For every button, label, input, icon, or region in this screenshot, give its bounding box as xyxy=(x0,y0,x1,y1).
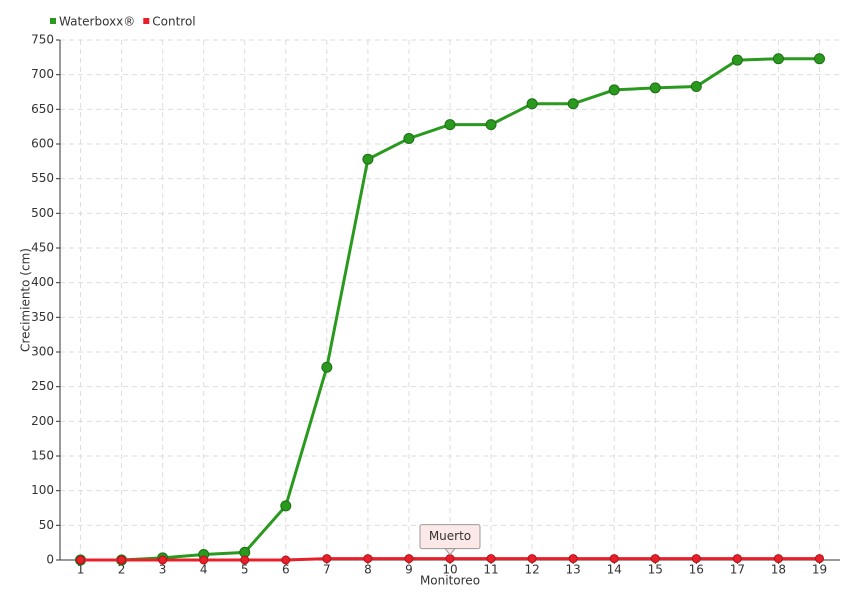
data-point xyxy=(608,84,620,96)
data-point xyxy=(321,361,333,373)
data-point xyxy=(117,555,127,565)
data-point xyxy=(322,554,332,564)
y-tick-label: 750 xyxy=(31,33,54,47)
legend-swatch xyxy=(50,18,56,24)
y-tick-label: 0 xyxy=(46,553,54,567)
annotation-pointer xyxy=(443,548,457,556)
y-tick-label: 700 xyxy=(31,67,54,81)
x-tick-label: 14 xyxy=(607,563,622,577)
x-tick-label: 8 xyxy=(364,563,372,577)
y-tick-label: 250 xyxy=(31,379,54,393)
x-tick-label: 9 xyxy=(405,563,413,577)
data-point xyxy=(772,53,784,65)
x-tick-label: 2 xyxy=(118,563,126,577)
data-point xyxy=(609,554,619,564)
data-point xyxy=(650,554,660,564)
y-tick-label: 550 xyxy=(31,171,54,185)
data-point xyxy=(568,554,578,564)
x-tick-label: 5 xyxy=(241,563,249,577)
data-point xyxy=(362,153,374,165)
y-tick-label: 400 xyxy=(31,275,54,289)
y-tick-label: 500 xyxy=(31,206,54,220)
data-point xyxy=(485,119,497,131)
data-point xyxy=(363,554,373,564)
x-tick-label: 4 xyxy=(200,563,208,577)
data-point xyxy=(158,555,168,565)
x-tick-label: 6 xyxy=(282,563,290,577)
x-tick-label: 10 xyxy=(442,563,457,577)
data-point xyxy=(567,98,579,110)
data-point xyxy=(649,82,661,94)
data-point xyxy=(404,554,414,564)
data-point xyxy=(527,554,537,564)
y-tick-label: 350 xyxy=(31,310,54,324)
data-point xyxy=(773,554,783,564)
x-tick-label: 12 xyxy=(524,563,539,577)
data-point xyxy=(814,554,824,564)
annotation-text: Muerto xyxy=(429,529,471,543)
data-point xyxy=(526,98,538,110)
data-point xyxy=(813,53,825,65)
x-tick-label: 7 xyxy=(323,563,331,577)
y-tick-label: 450 xyxy=(31,241,54,255)
y-tick-label: 50 xyxy=(39,518,54,532)
data-point xyxy=(76,555,86,565)
y-axis-label: Crecimiento (cm) xyxy=(19,248,33,352)
data-point xyxy=(280,500,292,512)
y-tick-label: 300 xyxy=(31,345,54,359)
data-point xyxy=(281,555,291,565)
legend-label: Control xyxy=(152,15,195,29)
data-point xyxy=(690,80,702,92)
y-tick-label: 600 xyxy=(31,137,54,151)
data-point xyxy=(444,119,456,131)
x-tick-label: 3 xyxy=(159,563,167,577)
data-point xyxy=(445,554,455,564)
x-tick-label: 18 xyxy=(771,563,786,577)
y-tick-label: 100 xyxy=(31,483,54,497)
data-point xyxy=(486,554,496,564)
x-tick-label: 17 xyxy=(730,563,745,577)
data-point xyxy=(199,555,209,565)
x-tick-label: 11 xyxy=(483,563,498,577)
y-tick-label: 150 xyxy=(31,449,54,463)
x-tick-label: 16 xyxy=(689,563,704,577)
x-axis-label: Monitoreo xyxy=(420,574,480,588)
x-tick-label: 19 xyxy=(812,563,827,577)
legend-label: Waterboxx® xyxy=(59,15,135,29)
x-tick-label: 13 xyxy=(566,563,581,577)
y-tick-label: 650 xyxy=(31,102,54,116)
y-tick-label: 200 xyxy=(31,414,54,428)
data-point xyxy=(240,555,250,565)
data-point xyxy=(691,554,701,564)
data-point xyxy=(731,54,743,66)
legend-swatch xyxy=(143,18,150,24)
data-point xyxy=(732,554,742,564)
x-tick-label: 15 xyxy=(648,563,663,577)
data-point xyxy=(403,132,415,144)
x-tick-label: 1 xyxy=(77,563,85,577)
